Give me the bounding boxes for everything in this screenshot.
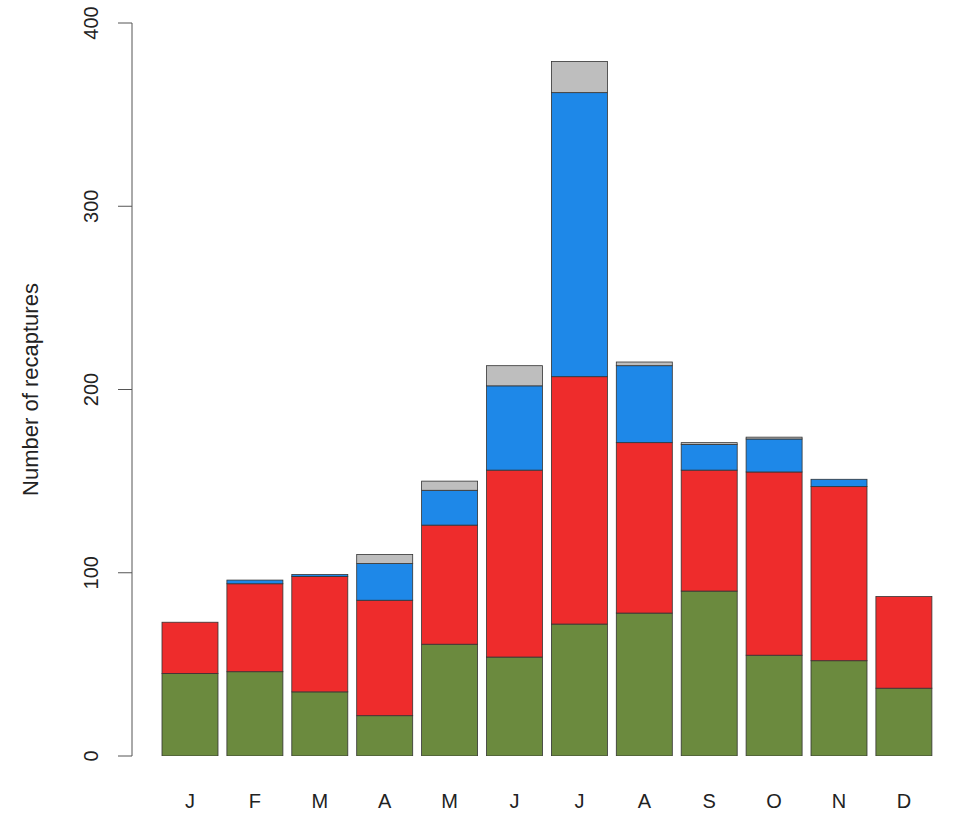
bar-segment: [422, 481, 478, 490]
bar-segment: [551, 624, 607, 756]
bar-segment: [162, 622, 218, 673]
bar-segment: [811, 479, 867, 480]
bar-segment: [811, 487, 867, 661]
bar-segment: [746, 437, 802, 439]
bar-segment: [487, 470, 543, 657]
x-tick-label: J: [510, 790, 520, 812]
bar-segment: [227, 580, 283, 584]
bar-segment: [357, 564, 413, 601]
y-tick-label: 200: [80, 373, 102, 406]
bar-segment: [811, 661, 867, 756]
bar-segment: [681, 470, 737, 591]
bar-segment: [162, 622, 218, 623]
bar-segment: [357, 554, 413, 563]
bar-segment: [551, 377, 607, 624]
x-tick-label: D: [897, 790, 911, 812]
bar-segment: [551, 61, 607, 92]
bar-segment: [681, 591, 737, 756]
bar-segment: [292, 692, 348, 756]
y-tick: [118, 572, 132, 573]
y-tick-label: 300: [80, 190, 102, 223]
bar-segment: [487, 386, 543, 470]
bar-segment: [292, 576, 348, 691]
bar-segment: [422, 644, 478, 756]
bar-segment: [876, 596, 932, 597]
bar-segment: [292, 575, 348, 577]
bar-segment: [422, 490, 478, 525]
bar-segment: [292, 574, 348, 575]
bar-segment: [811, 479, 867, 486]
x-tick-label: J: [185, 790, 195, 812]
bar-segment: [876, 596, 932, 597]
x-tick-label: M: [311, 790, 328, 812]
x-tick-label: F: [249, 790, 261, 812]
bar-segment: [422, 525, 478, 644]
y-tick: [118, 23, 132, 24]
bar-segment: [876, 597, 932, 689]
x-tick-label: A: [638, 790, 652, 812]
bar-segment: [162, 674, 218, 756]
y-tick-label: 0: [80, 750, 102, 761]
bar-segment: [876, 688, 932, 756]
bar-segment: [551, 93, 607, 377]
bar-segment: [746, 655, 802, 756]
x-tick-label: N: [832, 790, 846, 812]
y-tick: [118, 756, 132, 757]
y-tick-label: 400: [80, 6, 102, 39]
bar-segment: [487, 366, 543, 386]
bar-segment: [681, 444, 737, 470]
x-tick-label: J: [574, 790, 584, 812]
bar-segment: [162, 622, 218, 623]
bar-segment: [616, 443, 672, 613]
x-tick-label: A: [378, 790, 392, 812]
x-tick-label: O: [766, 790, 782, 812]
x-tick-label: M: [441, 790, 458, 812]
chart-svg: 0 100 200 300 400 Number of recaptures J F M A M J J…: [0, 0, 979, 833]
y-tick: [118, 206, 132, 207]
bar-segment: [357, 600, 413, 715]
bar-segment: [227, 580, 283, 581]
bar-segment: [616, 613, 672, 756]
bar-segment: [616, 362, 672, 366]
y-tick-label: 100: [80, 556, 102, 589]
bars: [162, 61, 932, 756]
bar-segment: [357, 716, 413, 756]
bar-segment: [746, 439, 802, 472]
bar-segment: [487, 657, 543, 756]
y-axis-title: Number of recaptures: [18, 283, 43, 496]
bar-segment: [227, 584, 283, 672]
y-tick: [118, 389, 132, 390]
bar-segment: [746, 472, 802, 655]
bar-segment: [681, 443, 737, 445]
chart-container: 0 100 200 300 400 Number of recaptures J F M A M J J…: [0, 0, 979, 833]
bar-segment: [616, 366, 672, 443]
bar-segment: [227, 672, 283, 756]
x-tick-label: S: [703, 790, 716, 812]
